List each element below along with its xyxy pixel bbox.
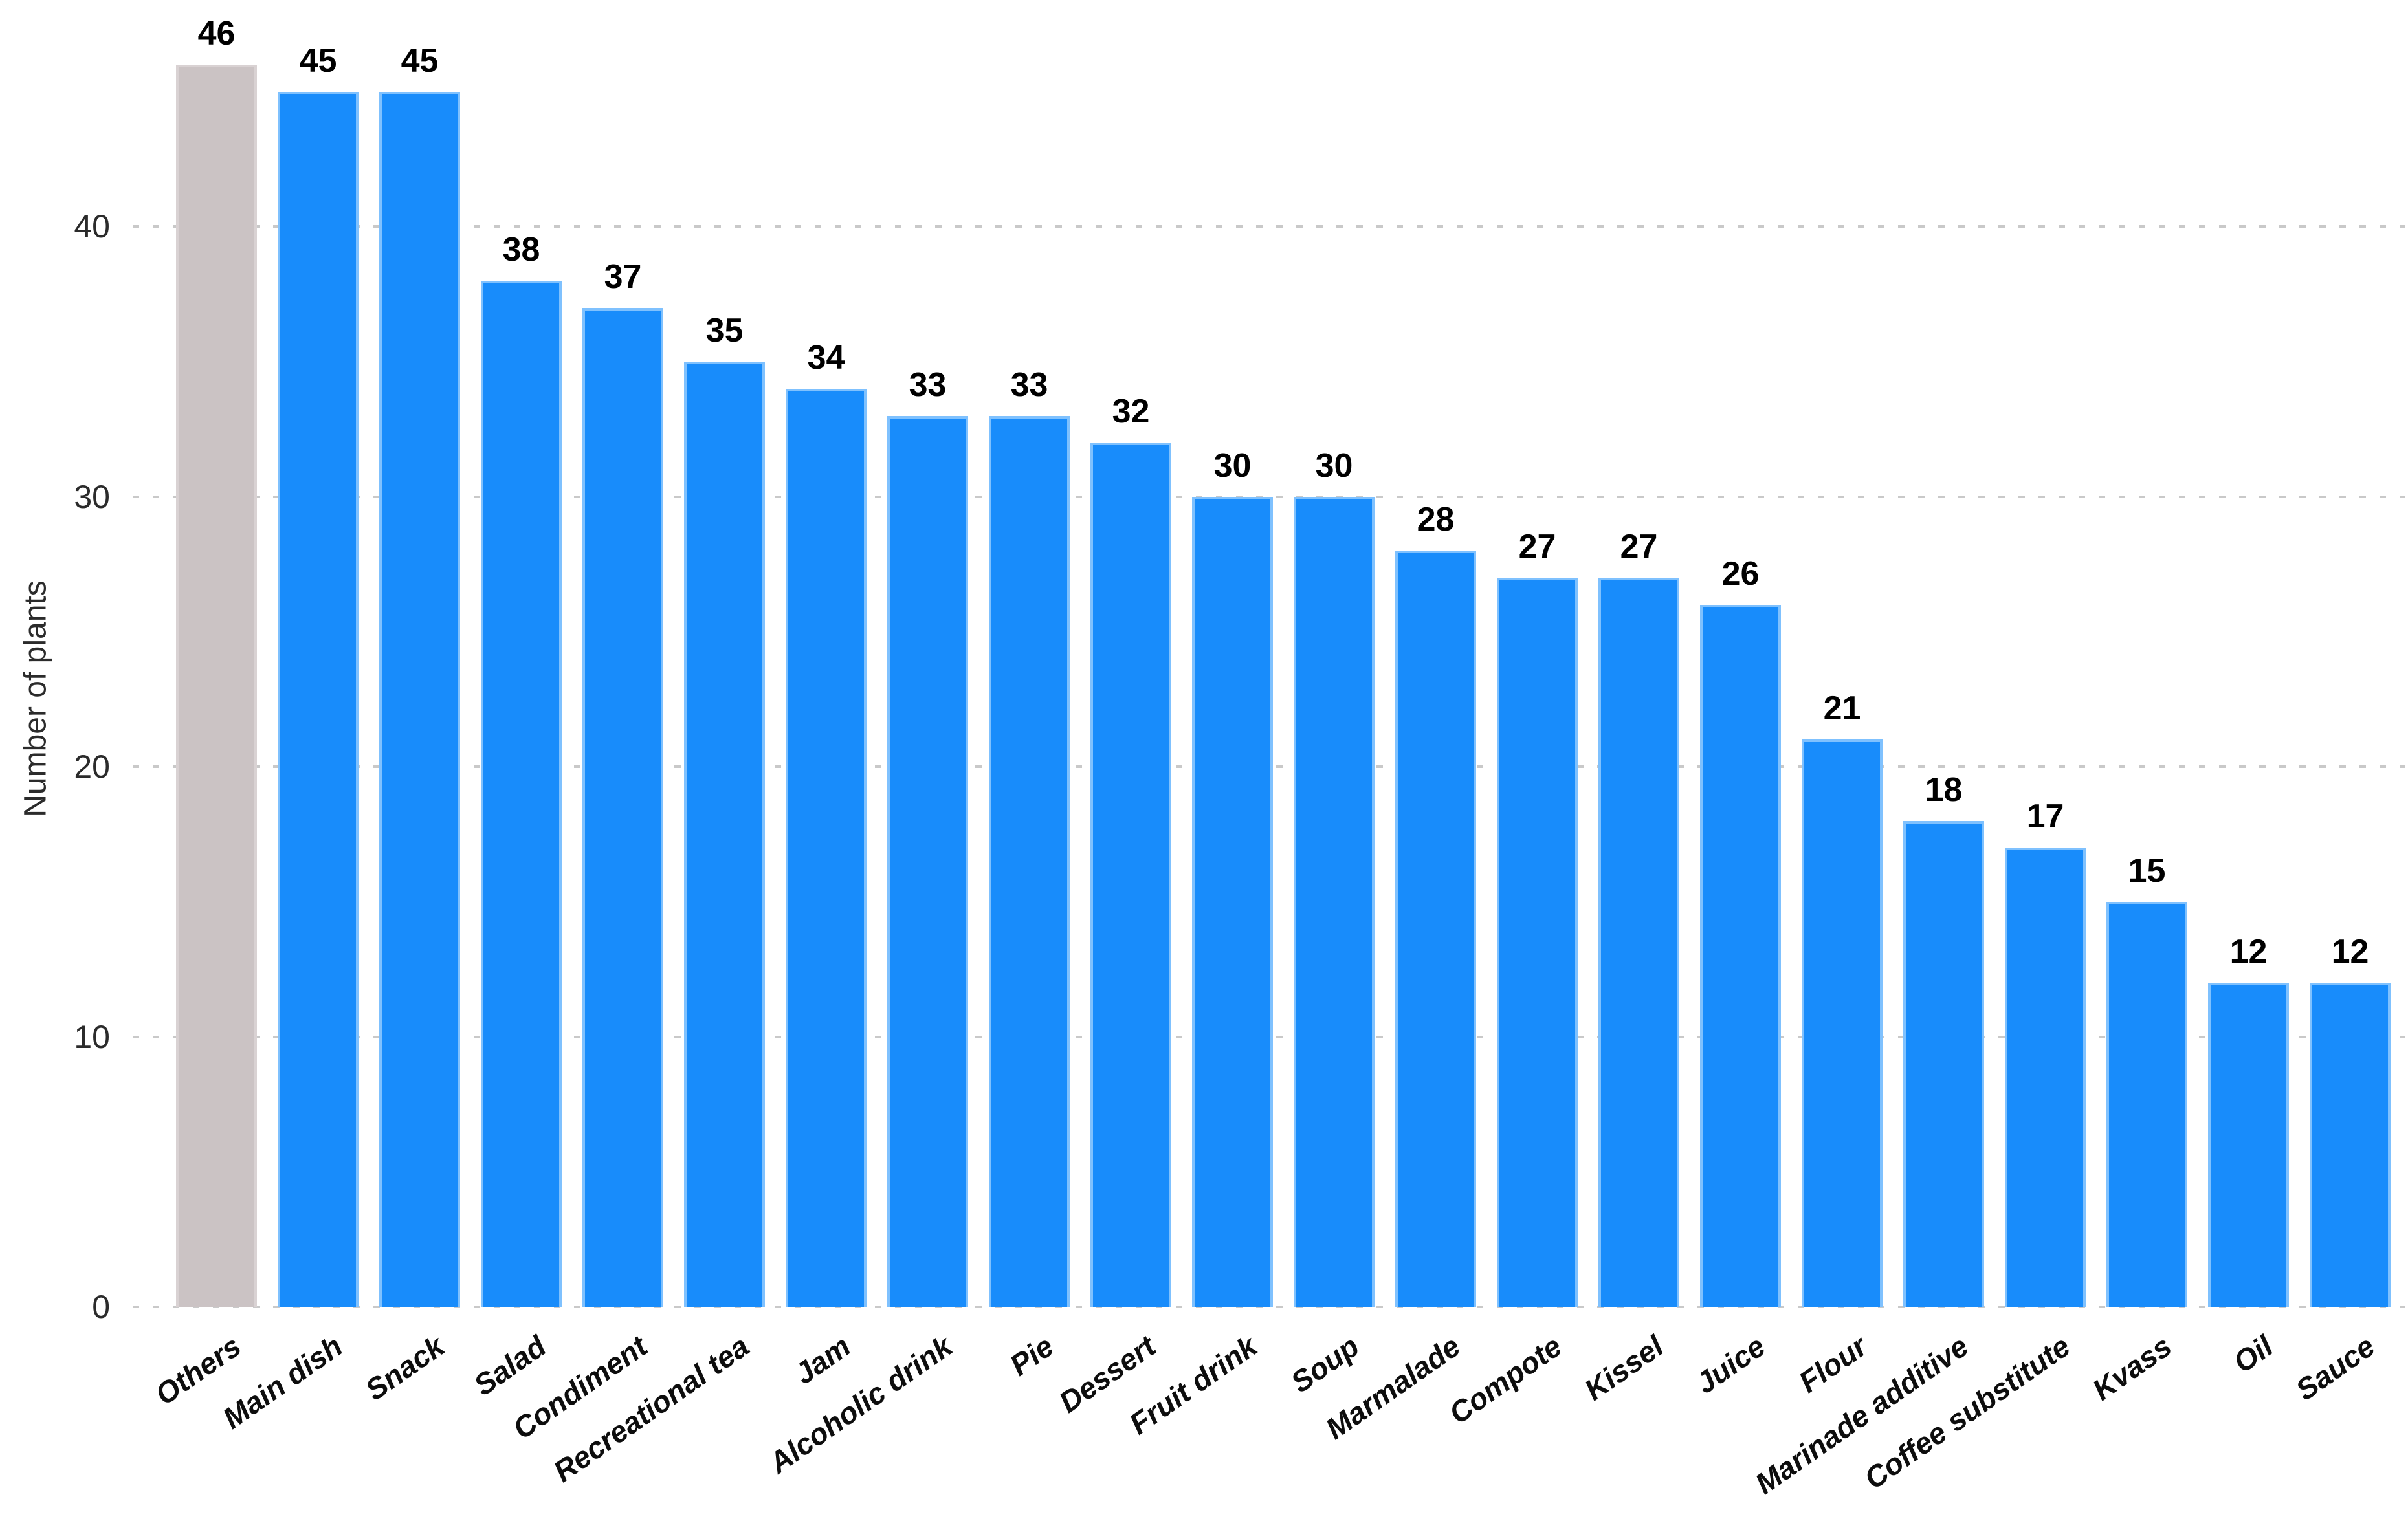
bar-value-label: 21 <box>1823 690 1861 727</box>
bar-value-label: 33 <box>1010 366 1048 404</box>
x-category-label: Jam <box>788 1329 857 1391</box>
x-category-label: Oil <box>2227 1329 2279 1379</box>
y-tick-label: 0 <box>92 1289 110 1325</box>
bar-value-label: 30 <box>1213 447 1252 485</box>
bar-value-label: 33 <box>909 366 947 404</box>
bar <box>2005 848 2086 1307</box>
bar <box>481 281 562 1307</box>
bar <box>1192 497 1273 1307</box>
gridline <box>133 495 2405 498</box>
bar-value-label: 12 <box>2229 933 2268 970</box>
bar-value-label: 28 <box>1417 501 1455 538</box>
bar <box>1395 551 1476 1307</box>
x-category-label: Kissel <box>1578 1329 1670 1407</box>
bar <box>887 416 968 1307</box>
bar-value-label: 18 <box>1925 771 1963 809</box>
bar <box>1903 821 1984 1307</box>
bar <box>2208 983 2289 1307</box>
bar-value-label: 12 <box>2331 933 2369 970</box>
gridline <box>133 1306 2405 1308</box>
bar <box>1700 605 1781 1307</box>
bar-value-label: 32 <box>1112 393 1150 430</box>
x-category-label: Flour <box>1792 1329 1873 1399</box>
x-category-label: Salad <box>467 1329 552 1403</box>
bar <box>786 389 867 1307</box>
bar-value-label: 30 <box>1315 447 1353 485</box>
bar-value-label: 45 <box>299 42 337 80</box>
bar <box>278 92 359 1307</box>
bar <box>2310 983 2391 1307</box>
bar-value-label: 15 <box>2128 852 2166 890</box>
bar <box>1598 578 1679 1307</box>
bar <box>2106 902 2187 1307</box>
bar <box>1497 578 1578 1307</box>
bar-value-label: 35 <box>705 312 744 349</box>
y-tick-label: 30 <box>74 478 110 515</box>
bar-value-label: 37 <box>604 258 642 296</box>
bar-value-label: 38 <box>502 231 540 268</box>
y-tick-label: 20 <box>74 749 110 785</box>
bar-value-label: 27 <box>1518 528 1556 565</box>
bar-value-label: 34 <box>807 339 845 377</box>
x-category-label: Soup <box>1284 1329 1365 1399</box>
bar <box>379 92 460 1307</box>
bar-value-label: 46 <box>197 15 236 52</box>
x-category-label: Kvass <box>2086 1329 2178 1407</box>
bar <box>684 362 765 1307</box>
bar <box>176 65 257 1307</box>
x-category-label: Juice <box>1689 1329 1771 1401</box>
bar <box>989 416 1070 1307</box>
bar <box>582 308 663 1307</box>
y-tick-label: 40 <box>74 208 110 245</box>
bar <box>1802 739 1883 1307</box>
x-category-label: Sauce <box>2289 1329 2381 1407</box>
x-category-label: Snack <box>359 1329 450 1407</box>
gridline <box>133 225 2405 228</box>
bar <box>1294 497 1375 1307</box>
x-category-label: Compote <box>1442 1329 1568 1431</box>
bar-value-label: 27 <box>1620 528 1658 565</box>
bar-value-label: 17 <box>2026 798 2064 835</box>
bar <box>1090 443 1171 1307</box>
y-tick-label: 10 <box>74 1018 110 1055</box>
bar-value-label: 45 <box>401 42 439 80</box>
x-category-label: Pie <box>1004 1329 1060 1383</box>
bar-value-label: 26 <box>1721 555 1760 593</box>
x-category-label: Alcoholic drink <box>762 1329 958 1480</box>
